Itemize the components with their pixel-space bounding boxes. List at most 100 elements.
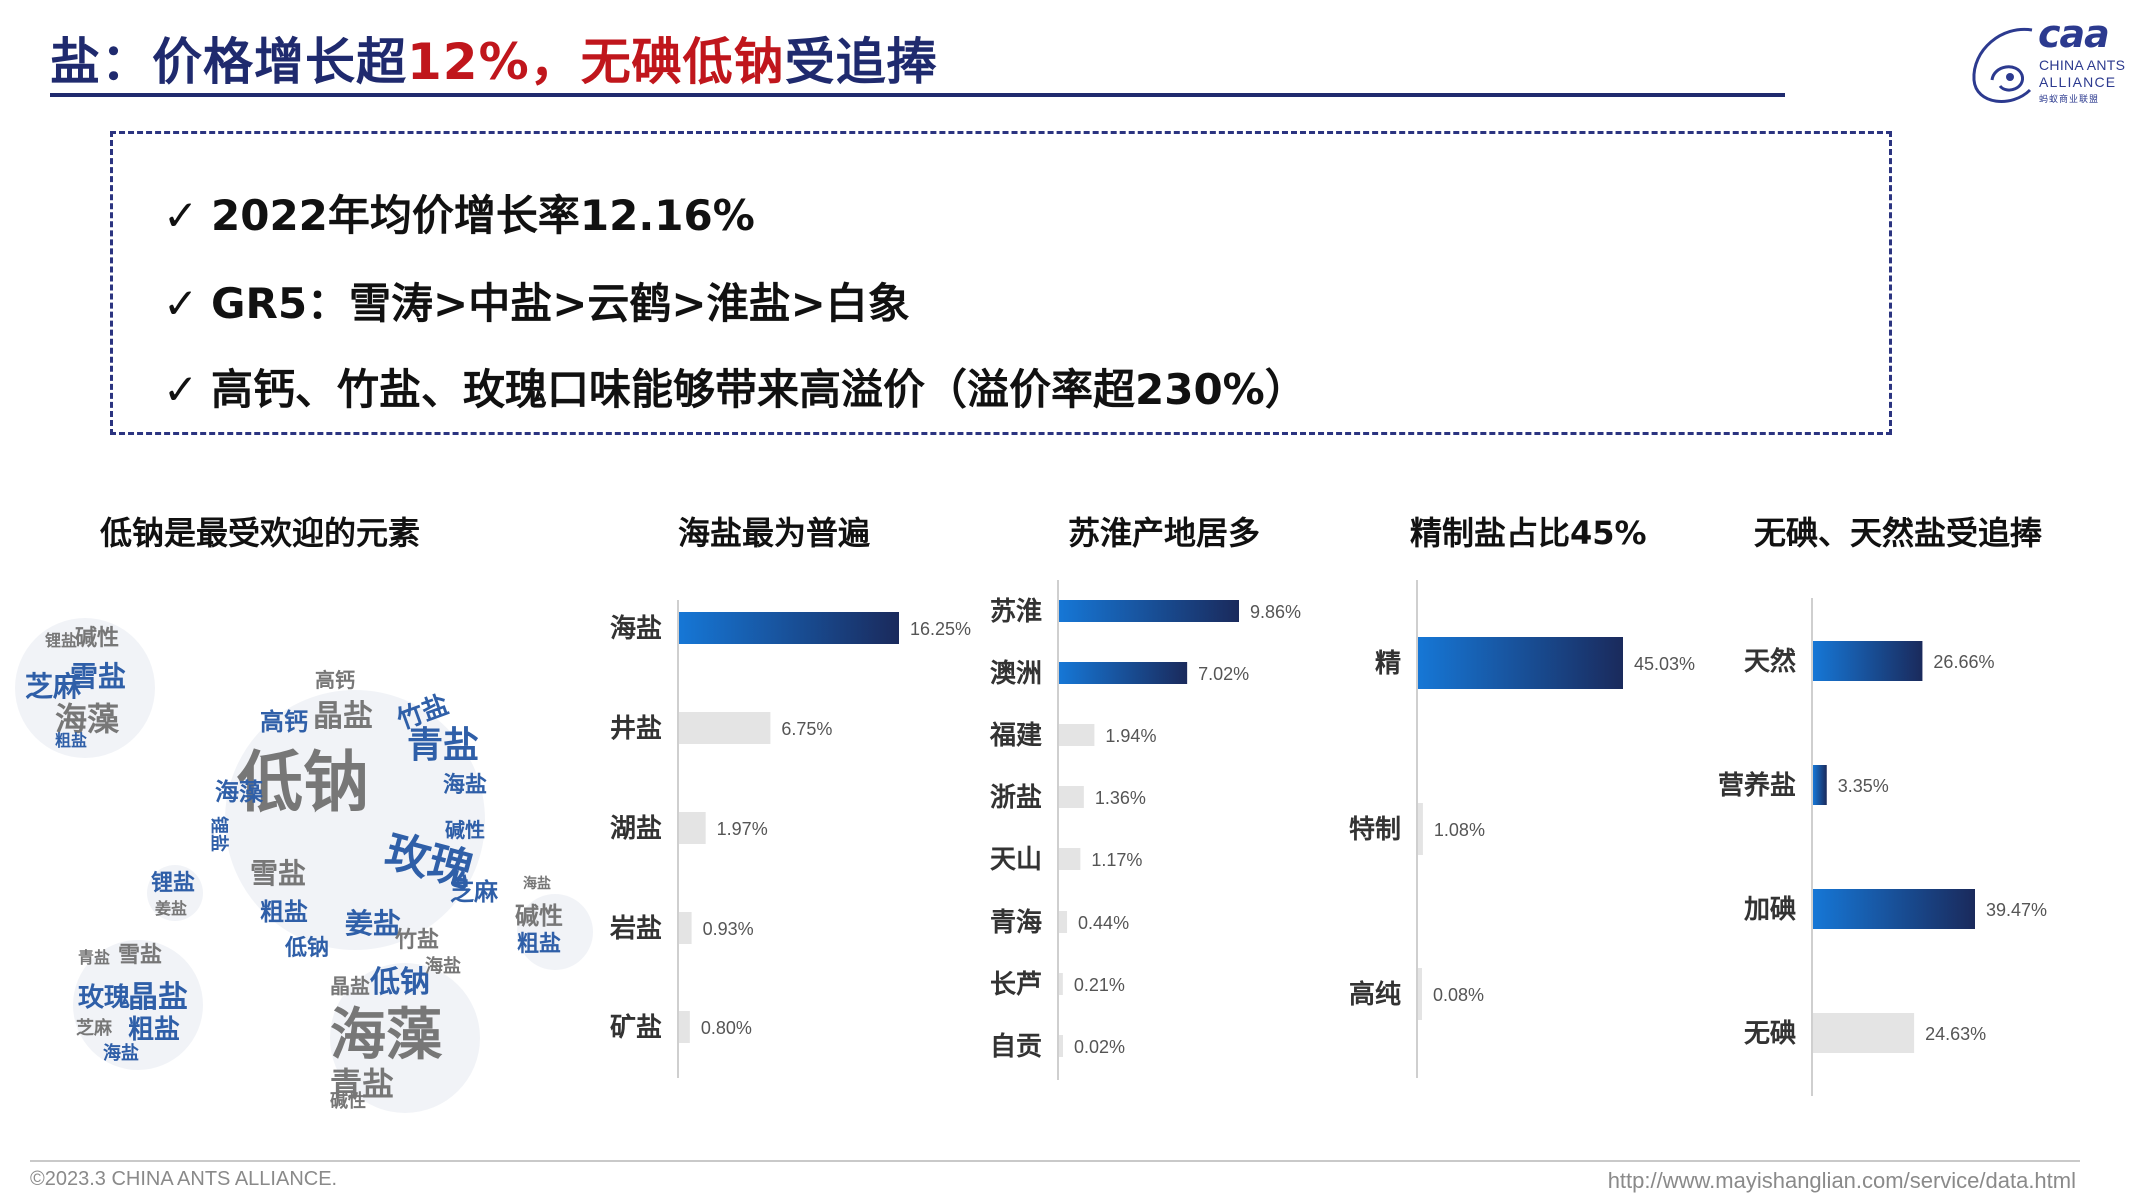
wordcloud-word: 高钙 [260,708,308,736]
wordcloud-word: 海藻 [330,1003,442,1068]
wordcloud-word: 碱性 [515,902,563,930]
category-label: 海盐 [610,614,662,644]
data-label: 45.03% [1634,654,1695,674]
data-label: 1.36% [1095,788,1146,808]
category-label: 岩盐 [609,914,662,944]
wordcloud-word: 姜盐 [155,899,188,918]
bar [1059,911,1068,933]
wordcloud-word: 碱性 [330,1091,366,1112]
chart-title-region: 苏淮产地居多 [1068,514,1261,552]
data-label: 0.80% [701,1018,752,1038]
wordcloud-word: 碱性 [75,626,120,651]
wordcloud-word: 锂盐 [151,871,196,896]
chart-title-refinement: 精制盐占比45% [1410,514,1647,552]
category-label: 井盐 [610,714,662,744]
category-label: 加碘 [1744,895,1796,925]
wordcloud-bubble [15,618,155,758]
data-label: 0.44% [1078,913,1129,933]
summary-bullet-2: ✓ GR5：雪涛>中盐>云鹤>淮盐>白象 [163,270,910,331]
category-label: 澳洲 [990,659,1042,689]
data-label: 6.75% [781,719,832,739]
check-icon: ✓ [163,279,199,328]
data-label: 1.08% [1434,820,1485,840]
wordcloud-word: 碱性 [445,818,485,842]
wordcloud-word: 低钠 [237,744,369,821]
summary-bullet-1: ✓ 2022年均价增长率12.16% [163,182,755,243]
title-part1: 盐：价格增长超 [50,33,407,91]
wordcloud-word: 粗盐 [260,898,308,926]
bar [1059,848,1081,870]
bar [1813,641,1923,681]
bar [679,712,771,744]
wordcloud-bubble [73,940,203,1070]
data-label: 3.35% [1838,776,1889,796]
wordcloud-word: 海藻 [55,700,120,738]
wordcloud-bubble [330,963,480,1113]
bar [1813,889,1975,929]
bar [1418,803,1423,855]
summary-bullet-text: GR5：雪涛>中盐>云鹤>淮盐>白象 [211,279,910,328]
wordcloud-word: 青盐 [330,1065,395,1103]
summary-bullet-text: 高钙、竹盐、玫瑰口味能够带来高溢价（溢价率超230%） [211,365,1307,414]
data-label: 1.97% [717,819,768,839]
wordcloud-word: 海盐 [443,773,488,798]
category-label: 青海 [990,908,1042,938]
logo-wordmark: caa [2038,12,2110,56]
data-label: 26.66% [1933,652,1994,672]
wordcloud-bubble [517,894,593,970]
wordcloud-word: 海盐 [425,956,461,977]
wordcloud-word: 雪盐 [70,660,127,693]
wordcloud-word: 雪盐 [118,943,163,968]
logo-line-1: CHINA ANTS [2039,57,2126,73]
chart-title-iodine: 无碘、天然盐受追捧 [1754,514,2043,552]
brand-logo: caa CHINA ANTS ALLIANCE 蚂蚁商业联盟 [1962,12,2128,105]
category-label: 矿盐 [610,1012,662,1043]
wordcloud-word: 粗盐 [128,1015,181,1045]
wordcloud-word: 粗盐 [55,731,88,750]
footer-url[interactable]: http://www.mayishanglian.com/service/dat… [1607,1168,2076,1193]
wordcloud-word: 海藻 [215,778,263,806]
data-label: 0.02% [1074,1037,1125,1057]
check-icon: ✓ [163,365,199,414]
title-underline [50,93,1785,97]
bar [1813,765,1827,805]
bar [1813,1013,1915,1053]
summary-bullet-3: ✓ 高钙、竹盐、玫瑰口味能够带来高溢价（溢价率超230%） [163,356,1307,417]
bar [1059,1035,1063,1057]
wordcloud-word: 锂盐 [45,631,78,650]
logo-line-3: 蚂蚁商业联盟 [2039,95,2100,105]
data-label: 0.21% [1074,975,1125,995]
wordcloud-bubble [147,865,203,921]
wordcloud-word: 低钠 [370,965,430,1000]
wordcloud-word: 粗盐 [517,932,562,957]
category-label: 特制 [1349,814,1401,845]
category-label: 高纯 [1349,979,1401,1010]
ant-logo-icon [1972,27,2033,103]
wordcloud-word: 青盐 [78,948,111,967]
wordcloud-word: 海盐 [103,1043,139,1064]
data-label: 39.47% [1986,900,2047,920]
bar [679,1011,690,1043]
footer-divider [30,1160,2080,1162]
wordcloud-word: 青盐 [407,725,480,766]
bar [1059,600,1239,622]
wordcloud-title: 低钠是最受欢迎的元素 [100,514,421,552]
category-label: 福建 [989,721,1042,751]
page-title: 盐：价格增长超12%，无碘低钠受追捧 [50,22,938,94]
check-icon: ✓ [163,191,199,240]
data-label: 1.17% [1091,850,1142,870]
title-part3: 受追捧 [784,33,938,91]
wordcloud-word: 晶盐 [330,974,370,998]
data-label: 9.86% [1250,602,1301,622]
footer-copyright: ©2023.3 CHINA ANTS ALLIANCE. [30,1168,338,1190]
wordcloud-word: 芝麻 [450,878,498,906]
wordcloud-word: 姜盐 [345,907,402,940]
category-label: 精 [1375,649,1401,679]
bar [1059,662,1188,684]
category-label: 湖盐 [610,814,662,844]
bar [679,812,706,844]
category-label: 无碘 [1744,1019,1796,1049]
title-highlight-percent: 12%， [407,33,581,91]
bar [1059,973,1063,995]
